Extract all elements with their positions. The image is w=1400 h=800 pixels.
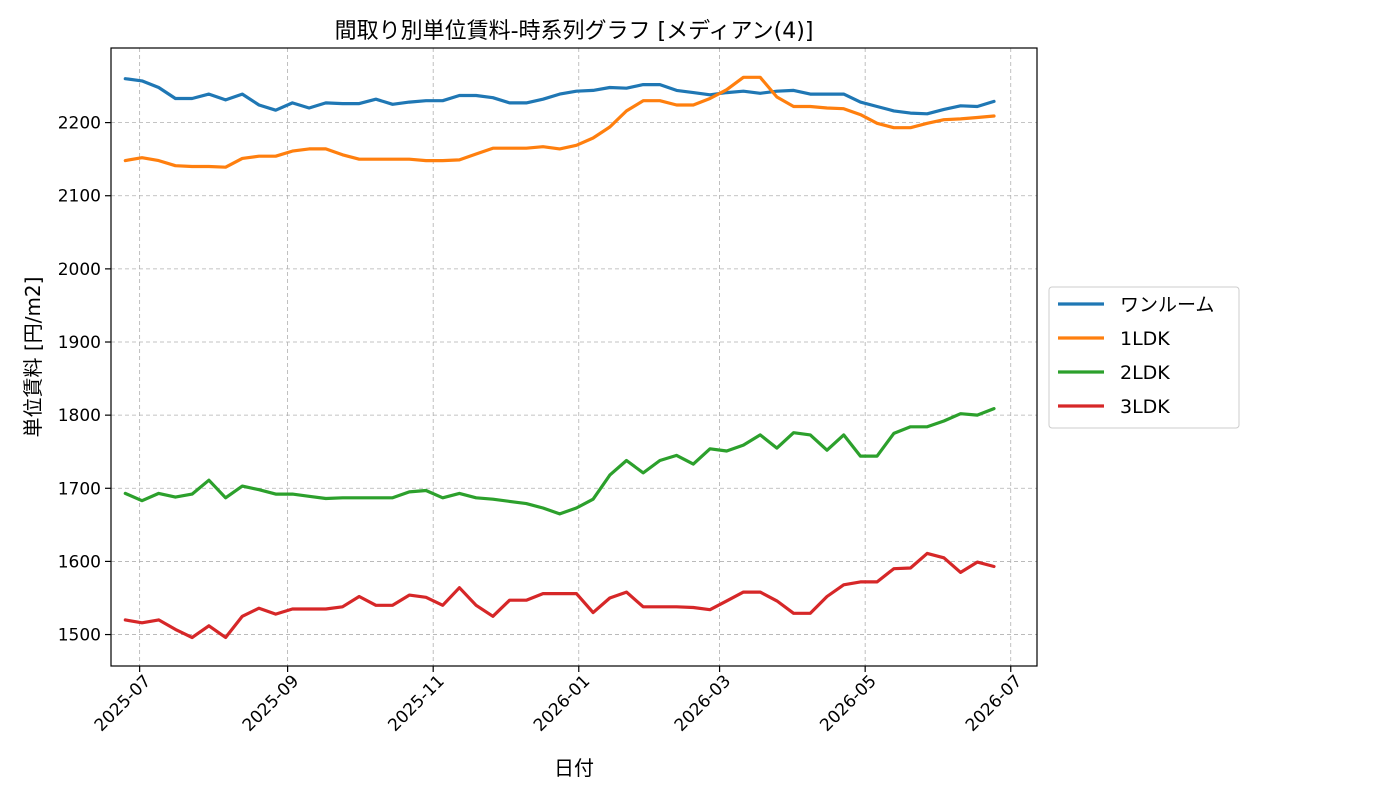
- x-tick-label: 2025-11: [384, 671, 448, 735]
- gridlines: [111, 48, 1037, 666]
- y-tick-label: 1900: [58, 333, 101, 353]
- y-axis-label: 単位賃料 [円/m2]: [21, 277, 45, 438]
- y-tick-label: 2100: [58, 187, 101, 207]
- x-tick-label: 2026-05: [816, 671, 880, 735]
- y-tick-label: 2000: [58, 260, 101, 280]
- chart-title: 間取り別単位賃料-時系列グラフ [メディアン(4)]: [335, 19, 814, 44]
- x-tick-label: 2025-09: [239, 671, 303, 735]
- y-tick-label: 1600: [58, 552, 101, 572]
- x-tick-label: 2026-07: [962, 671, 1026, 735]
- x-axis: 2025-07 2025-09 2025-11 2026-01 2026-03 2026-…: [91, 666, 1026, 736]
- x-tick-label: 2026-03: [671, 671, 735, 735]
- y-tick-label: 2200: [58, 114, 101, 134]
- y-axis: 1500 1600 1700 1800 1900 2000 2100 2200: [58, 114, 111, 646]
- y-tick-label: 1500: [58, 626, 101, 646]
- legend: ワンルーム 1LDK 2LDK 3LDK: [1048, 286, 1240, 429]
- plot-frame: [110, 47, 1038, 667]
- legend-label: 2LDK: [1120, 362, 1170, 384]
- series-line-3: [123, 407, 996, 516]
- x-tick-label: 2026-01: [530, 671, 594, 735]
- legend-box: [1048, 286, 1240, 429]
- y-tick-label: 1800: [58, 406, 101, 426]
- series-line-1: [123, 77, 996, 116]
- x-tick-label: 2025-07: [91, 671, 155, 735]
- x-axis-label: 日付: [554, 756, 594, 780]
- series-line-4: [123, 551, 996, 640]
- series-lines: [123, 75, 996, 640]
- legend-label: 3LDK: [1120, 396, 1170, 418]
- y-tick-label: 1700: [58, 479, 101, 499]
- series-line-2: [123, 75, 996, 169]
- legend-label: ワンルーム: [1120, 294, 1214, 316]
- legend-label: 1LDK: [1120, 328, 1170, 350]
